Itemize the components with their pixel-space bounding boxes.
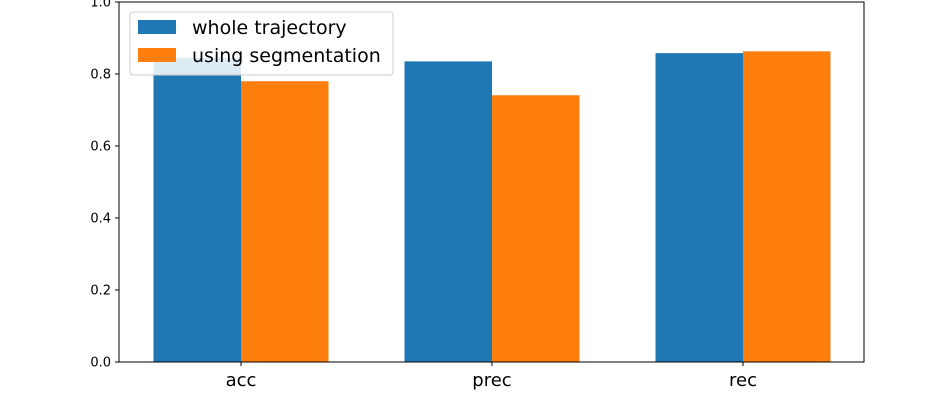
- y-tick-label: 0.6: [90, 140, 111, 155]
- bar-whole-trajectory-acc: [153, 57, 241, 363]
- bar-whole-trajectory-prec: [404, 61, 492, 363]
- y-tick-label: 1.0: [90, 0, 111, 11]
- y-axis: 0.0 0.2 0.4 0.6 0.8 1.0: [90, 0, 119, 371]
- legend-swatch-using-segmentation: [138, 48, 176, 62]
- legend-box: [129, 11, 394, 76]
- x-tick-label-rec: rec: [729, 370, 757, 391]
- y-tick-label: 0.8: [90, 68, 111, 83]
- y-tick-label: 0.4: [90, 212, 111, 227]
- x-tick-label-acc: acc: [226, 370, 257, 391]
- legend-label-using-segmentation: using segmentation: [192, 45, 381, 67]
- bar-using-segmentation-prec: [492, 95, 580, 363]
- legend: whole trajectory using segmentation: [129, 11, 394, 76]
- bar-using-segmentation-rec: [743, 51, 831, 362]
- bars-group: [153, 51, 831, 363]
- x-axis: acc prec rec: [226, 362, 757, 391]
- bar-whole-trajectory-rec: [655, 53, 743, 363]
- y-tick-label: 0.2: [90, 284, 111, 299]
- legend-swatch-whole-trajectory: [138, 20, 176, 34]
- legend-label-whole-trajectory: whole trajectory: [192, 17, 347, 39]
- y-tick-label: 0.0: [90, 356, 111, 371]
- x-tick-label-prec: prec: [472, 370, 511, 391]
- bar-using-segmentation-acc: [241, 81, 329, 362]
